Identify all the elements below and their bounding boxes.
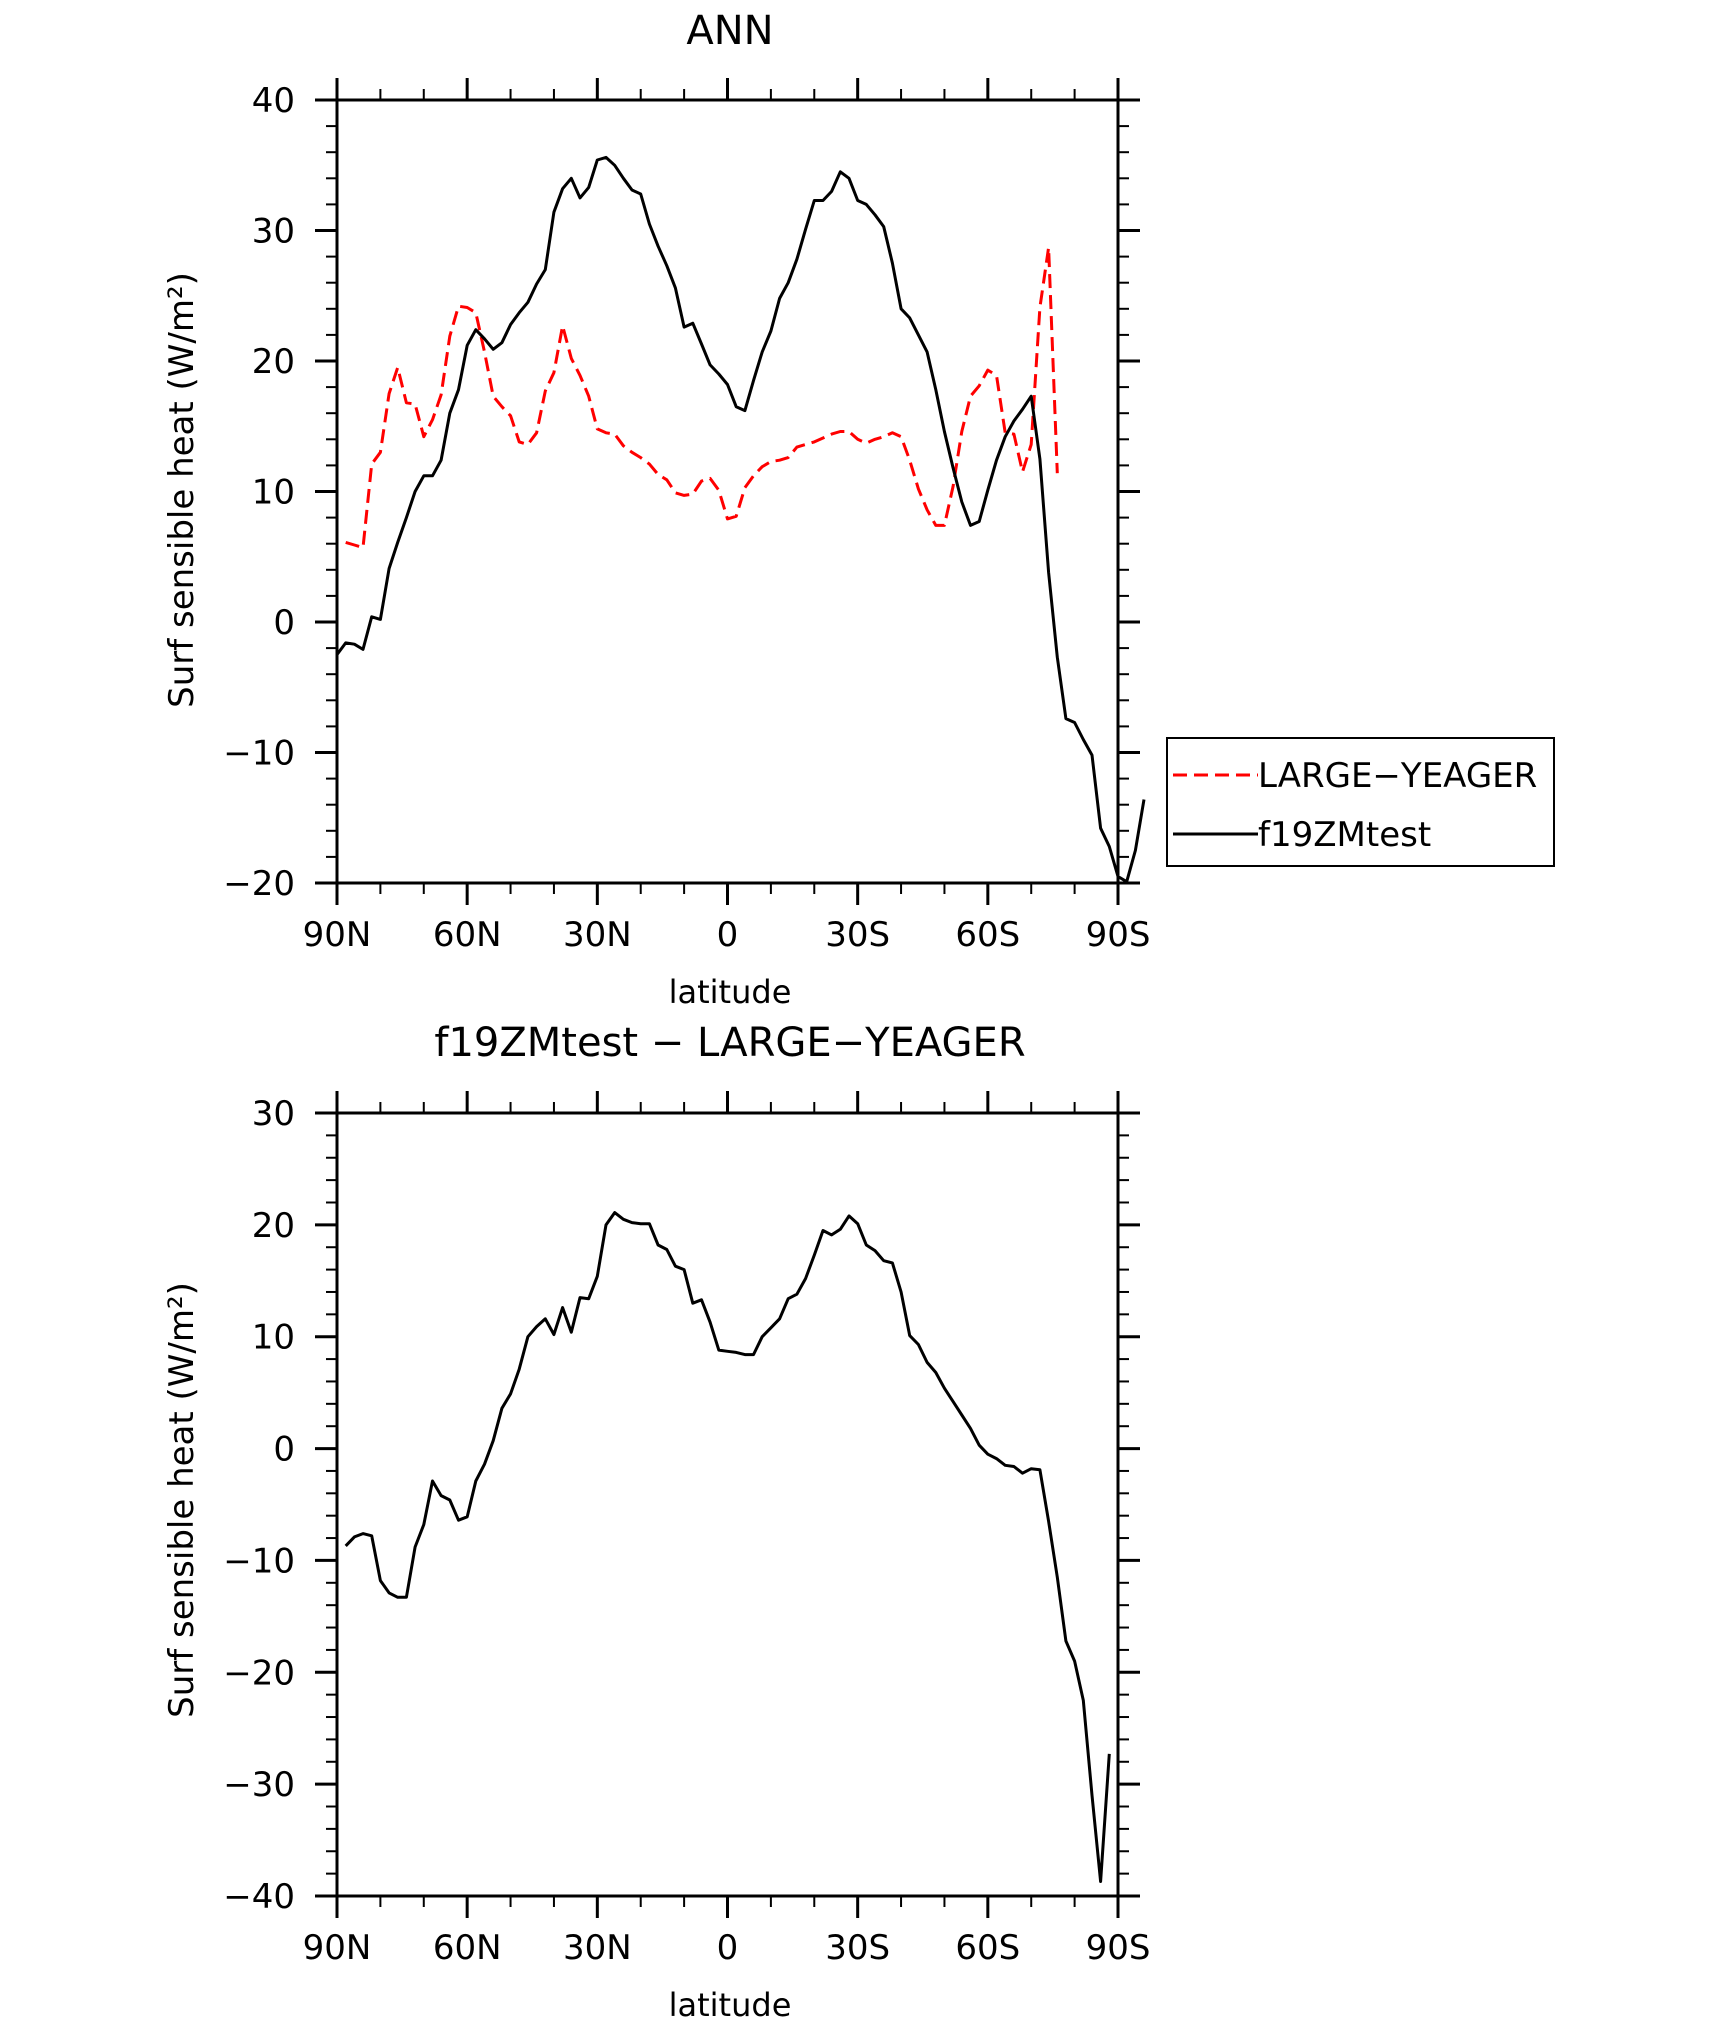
difference-panel: f19ZMtest − LARGE−YEAGER Surf sensible h… [162,1020,1150,2021]
x-tick-label: 60S [955,1928,1020,1968]
y-tick-label: −30 [223,1765,295,1805]
x-tick-label: 90S [1086,1928,1151,1968]
y-tick-label: 30 [252,1094,295,1134]
x-tick-label: 30N [563,915,632,955]
y-tick-label: 10 [252,1318,295,1358]
y-tick-label: 0 [273,1430,295,1470]
x-tick-label: 30N [563,1928,632,1968]
panel-title: f19ZMtest − LARGE−YEAGER [434,1020,1025,1066]
legend-label-f19zmtest: f19ZMtest [1258,815,1431,855]
annual-mean-panel: ANN Surf sensible heat (W/m²) latitude 4… [162,8,1555,1011]
series-line-large-yeager [345,246,1059,550]
x-tick-label: 60S [955,915,1020,955]
x-tick-label: 30S [825,915,890,955]
x-tick-label: 90N [303,915,372,955]
x-tick-label: 90N [303,1928,372,1968]
x-tick-label: 30S [825,1928,890,1968]
legend-label-large-yeager: LARGE−YEAGER [1258,756,1537,796]
y-tick-label: −20 [223,1653,295,1693]
y-tick-label: 20 [252,342,295,382]
y-tick-label: 40 [252,81,295,121]
y-tick-label: 10 [252,473,295,513]
y-tick-label: −10 [223,734,295,774]
plot-frame [335,98,1120,885]
legend-box [1166,737,1555,867]
x-tick-label: 60N [433,1928,502,1968]
y-tick-label: −20 [223,864,295,904]
x-tick-label: 60N [433,915,502,955]
panel-title: ANN [686,8,773,54]
x-tick-label: 90S [1086,915,1151,955]
y-tick-label: −40 [223,1877,295,1917]
series-line-f19zmtest [335,155,1146,884]
x-tick-label: 0 [717,915,739,955]
legend: LARGE−YEAGER f19ZMtest [1166,737,1555,867]
plot-frame [335,1111,1120,1898]
y-tick-label: −10 [223,1541,295,1581]
x-tick-label: 0 [717,1928,739,1968]
y-axis-label: Surf sensible heat (W/m²) [162,272,202,708]
y-tick-label: 0 [273,603,295,643]
y-axis-label: Surf sensible heat (W/m²) [162,1282,202,1718]
series-line-series-0 [344,1211,1111,1883]
x-axis-label: latitude [669,1986,792,2021]
y-tick-label: 30 [252,212,295,252]
x-axis-label: latitude [669,973,792,1011]
y-tick-label: 20 [252,1206,295,1246]
